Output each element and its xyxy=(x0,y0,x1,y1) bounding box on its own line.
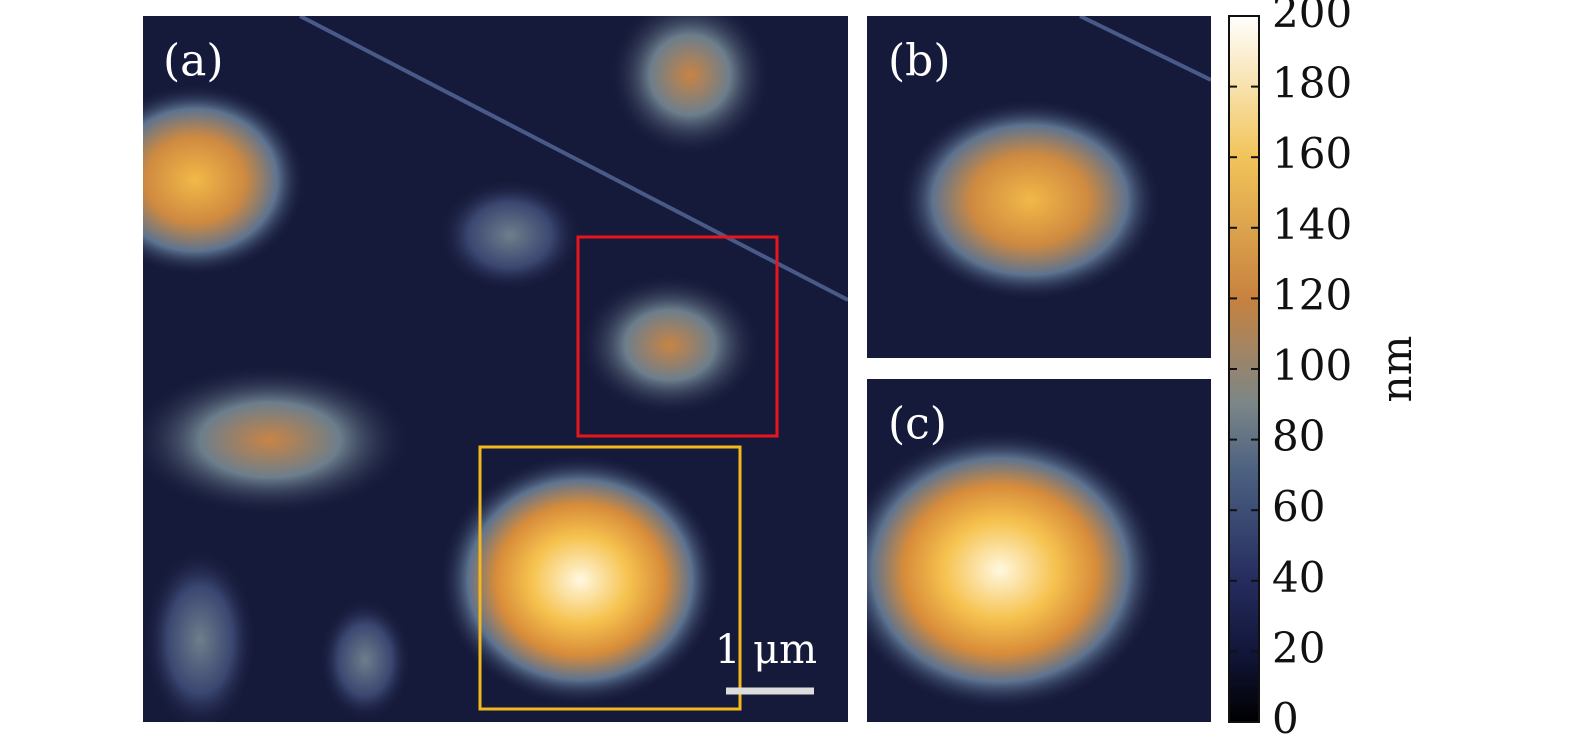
colorbar-tick-label: 40 xyxy=(1272,553,1325,602)
colorbar-tick-label: 140 xyxy=(1272,200,1352,249)
colorbar-tick-label: 120 xyxy=(1272,270,1352,319)
colorbar-tick-label: 160 xyxy=(1272,129,1352,178)
panel-label: (c) xyxy=(888,399,947,450)
colorbar-tick-label: 60 xyxy=(1272,482,1325,531)
colorbar-label: nm xyxy=(1372,336,1421,403)
scale-bar-label: 1 μm xyxy=(715,627,817,673)
colorbar-tick-label: 200 xyxy=(1272,0,1352,37)
panel-c-image xyxy=(867,379,1211,722)
colorbar-tick-label: 0 xyxy=(1272,694,1299,743)
colorbar-tick-label: 20 xyxy=(1272,623,1325,672)
panel-a-image xyxy=(143,16,848,722)
colorbar-tick-label: 80 xyxy=(1272,412,1325,461)
colorbar-tick-label: 100 xyxy=(1272,341,1352,390)
panel-label: (a) xyxy=(163,36,224,87)
panel-label: (b) xyxy=(888,36,951,87)
panel-b-image xyxy=(867,16,1211,358)
colorbar-tick-label: 180 xyxy=(1272,59,1352,108)
